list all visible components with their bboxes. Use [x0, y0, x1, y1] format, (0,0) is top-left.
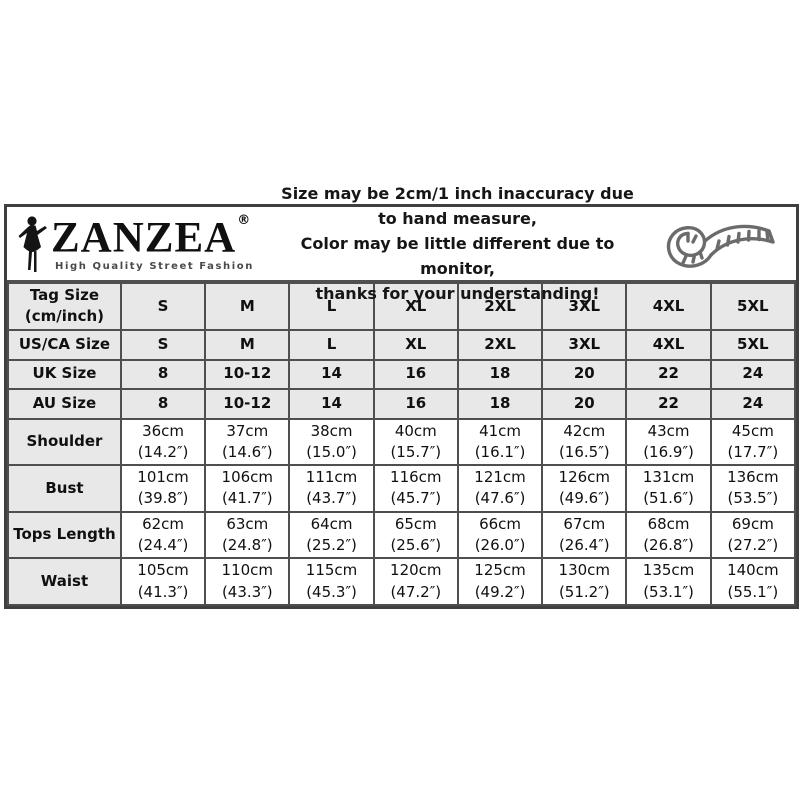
cell-bust-l: 111cm (43.7″): [288, 464, 375, 513]
cell-tops-length-m: 63cm (24.8″): [204, 510, 291, 560]
cell-shoulder-xl: 40cm (15.7″): [372, 417, 459, 467]
brand-tagline: High Quality Street Fashion: [55, 260, 254, 272]
cell-waist-m: 110cm (43.3″): [204, 557, 291, 606]
cell-uk-size-4xl: 22: [625, 358, 712, 390]
cell-waist-4xl: 135cm (53.1″): [625, 557, 712, 606]
cell-tag-size-5xl: 5XL: [709, 282, 797, 331]
cell-waist-3xl: 130cm (51.2″): [541, 557, 628, 606]
cell-tops-length-l: 64cm (25.2″): [288, 510, 375, 560]
cell-waist-l: 115cm (45.3″): [288, 557, 375, 606]
cell-tag-size-l: L: [288, 282, 375, 331]
cell-waist-5xl: 140cm (55.1″): [709, 557, 797, 606]
disclaimer-line-3: thanks for your understanding!: [315, 284, 600, 303]
cell-uk-size-xl: 16: [372, 358, 459, 390]
cell-us-ca-size-3xl: 3XL: [541, 328, 628, 361]
cell-au-size-3xl: 20: [541, 387, 628, 420]
cell-us-ca-size-4xl: 4XL: [625, 328, 712, 361]
cell-us-ca-size-2xl: 2XL: [456, 328, 544, 361]
cell-tag-size-3xl: 3XL: [541, 282, 628, 331]
cell-us-ca-size-5xl: 5XL: [709, 328, 797, 361]
row-label-tops-length: Tops Length: [7, 510, 122, 560]
table-row-shoulder: Shoulder 36cm (14.2″) 37cm (14.6″) 38cm (15.0″…: [7, 417, 797, 467]
cell-us-ca-size-s: S: [119, 328, 207, 361]
cell-au-size-xl: 16: [372, 387, 459, 420]
row-label-waist: Waist: [7, 557, 122, 606]
cell-uk-size-m: 10-12: [204, 358, 291, 390]
cell-shoulder-4xl: 43cm (16.9″): [625, 417, 712, 467]
cell-shoulder-l: 38cm (15.0″): [288, 417, 375, 467]
table-row-uk-size: UK Size 8 10-12 14 16 18 20 22 24: [7, 358, 797, 390]
cell-tag-size-2xl: 2XL: [456, 282, 544, 331]
cell-tag-size-m: M: [204, 282, 291, 331]
cell-uk-size-5xl: 24: [709, 358, 797, 390]
cell-tops-length-4xl: 68cm (26.8″): [625, 510, 712, 560]
cell-tops-length-5xl: 69cm (27.2″): [709, 510, 797, 560]
cell-waist-s: 105cm (41.3″): [119, 557, 207, 606]
table-row-tag-size: Tag Size (cm/inch) S M L XL 2XL 3XL 4XL 5XL: [7, 282, 797, 331]
cell-us-ca-size-xl: XL: [372, 328, 459, 361]
cell-waist-xl: 120cm (47.2″): [372, 557, 459, 606]
table-row-bust: Bust 101cm (39.8″) 106cm (41.7″) 111cm (43.7″)…: [7, 464, 797, 513]
table-row-waist: Waist 105cm (41.3″) 110cm (43.3″) 115cm (45.3″…: [7, 557, 797, 606]
cell-shoulder-m: 37cm (14.6″): [204, 417, 291, 467]
row-label-uk-size: UK Size: [7, 358, 122, 390]
table-row-tops-length: Tops Length 62cm (24.4″) 63cm (24.8″) 64cm (25…: [7, 510, 797, 560]
cell-uk-size-2xl: 18: [456, 358, 544, 390]
row-label-bust: Bust: [7, 464, 122, 513]
cell-au-size-2xl: 18: [456, 387, 544, 420]
table-row-us-ca-size: US/CA Size S M L XL 2XL 3XL 4XL 5XL: [7, 328, 797, 361]
header-band: ZANZEA ® High Quality Street Fashion Siz…: [7, 184, 796, 303]
cell-bust-m: 106cm (41.7″): [204, 464, 291, 513]
cell-tag-size-s: S: [119, 282, 207, 331]
row-label-us-ca-size: US/CA Size: [7, 328, 122, 361]
measuring-tape-wrap: [640, 215, 790, 273]
cell-bust-2xl: 121cm (47.6″): [456, 464, 544, 513]
cell-tops-length-xl: 65cm (25.6″): [372, 510, 459, 560]
cell-shoulder-3xl: 42cm (16.5″): [541, 417, 628, 467]
disclaimer-line-2: Color may be little different due to mon…: [300, 234, 615, 278]
cell-shoulder-5xl: 45cm (17.7″): [709, 417, 797, 467]
cell-shoulder-2xl: 41cm (16.1″): [456, 417, 544, 467]
cell-tag-size-4xl: 4XL: [625, 282, 712, 331]
cell-uk-size-s: 8: [119, 358, 207, 390]
brand-name: ZANZEA: [51, 213, 237, 261]
size-table: Tag Size (cm/inch) S M L XL 2XL 3XL 4XL 5XL US/CA …: [7, 282, 797, 606]
cell-tops-length-2xl: 66cm (26.0″): [456, 510, 544, 560]
cell-waist-2xl: 125cm (49.2″): [456, 557, 544, 606]
woman-silhouette-icon: [18, 215, 47, 272]
cell-us-ca-size-m: M: [204, 328, 291, 361]
cell-bust-3xl: 126cm (49.6″): [541, 464, 628, 513]
cell-au-size-5xl: 24: [709, 387, 797, 420]
measuring-tape-icon: [666, 224, 775, 268]
cell-shoulder-s: 36cm (14.2″): [119, 417, 207, 467]
cell-tag-size-xl: XL: [372, 282, 459, 331]
disclaimer-line-1: Size may be 2cm/1 inch inaccuracy due to…: [281, 184, 634, 228]
cell-au-size-l: 14: [288, 387, 375, 420]
cell-bust-4xl: 131cm (51.6″): [625, 464, 712, 513]
row-label-tag-size: Tag Size (cm/inch): [7, 282, 122, 331]
cell-bust-5xl: 136cm (53.5″): [709, 464, 797, 513]
cell-au-size-s: 8: [119, 387, 207, 420]
size-table-body: Tag Size (cm/inch) S M L XL 2XL 3XL 4XL 5XL US/CA …: [7, 282, 797, 606]
cell-bust-s: 101cm (39.8″): [119, 464, 207, 513]
table-row-au-size: AU Size 8 10-12 14 16 18 20 22 24: [7, 387, 797, 420]
cell-uk-size-3xl: 20: [541, 358, 628, 390]
size-disclaimer: Size may be 2cm/1 inch inaccuracy due to…: [275, 181, 640, 306]
cell-tops-length-s: 62cm (24.4″): [119, 510, 207, 560]
cell-au-size-4xl: 22: [625, 387, 712, 420]
row-label-au-size: AU Size: [7, 387, 122, 420]
brand-logo: ZANZEA ® High Quality Street Fashion: [7, 214, 275, 274]
cell-au-size-m: 10-12: [204, 387, 291, 420]
registered-trademark: ®: [237, 212, 251, 228]
row-label-shoulder: Shoulder: [7, 417, 122, 467]
size-chart-panel: ZANZEA ® High Quality Street Fashion Siz…: [4, 184, 799, 609]
cell-uk-size-l: 14: [288, 358, 375, 390]
cell-us-ca-size-l: L: [288, 328, 375, 361]
cell-bust-xl: 116cm (45.7″): [372, 464, 459, 513]
cell-tops-length-3xl: 67cm (26.4″): [541, 510, 628, 560]
